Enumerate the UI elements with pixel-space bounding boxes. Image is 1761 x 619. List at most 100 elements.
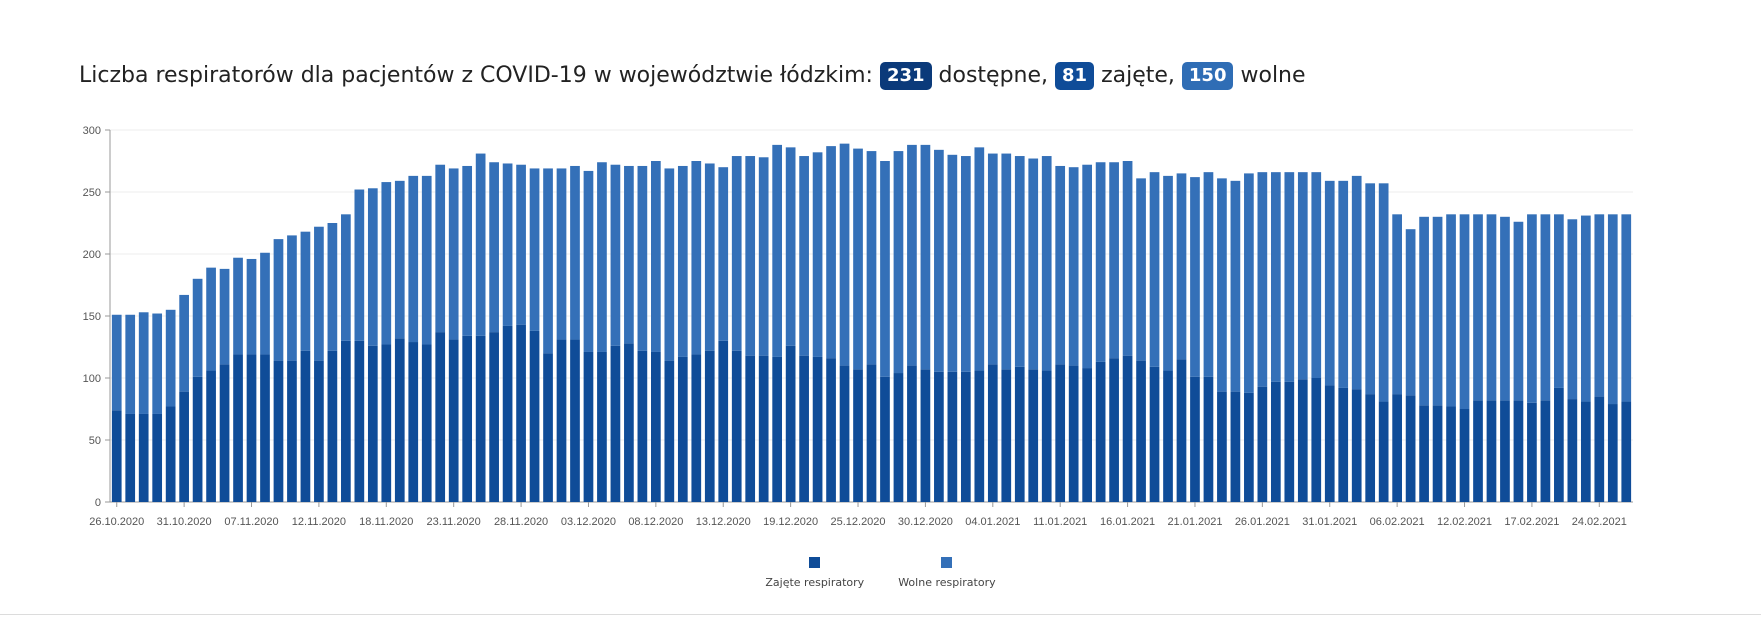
- bar-free: [1486, 214, 1497, 401]
- x-tick-label: 04.01.2021: [965, 516, 1020, 528]
- bar-busy: [381, 344, 392, 502]
- bar-free: [1095, 162, 1106, 362]
- bar-free: [1109, 162, 1119, 359]
- bar-free: [772, 144, 783, 357]
- bar-free: [1257, 172, 1268, 387]
- bar-busy: [704, 350, 715, 502]
- bar-busy: [1311, 378, 1322, 502]
- bar-free: [502, 163, 513, 326]
- bar-busy: [273, 360, 284, 502]
- bar-free: [1351, 175, 1362, 390]
- y-tick-label: 250: [83, 187, 101, 199]
- bar-free: [1149, 172, 1160, 367]
- bar-free: [206, 267, 216, 371]
- bar-free: [435, 164, 446, 333]
- bar-free: [1244, 173, 1254, 393]
- bar-free: [839, 143, 850, 366]
- bar-free: [516, 164, 526, 325]
- x-tick-label: 08.12.2020: [628, 516, 683, 528]
- bar-free: [691, 161, 702, 355]
- bar-busy: [287, 360, 297, 502]
- bar-free: [1432, 216, 1443, 406]
- bar-busy: [556, 339, 567, 502]
- bar-free: [1419, 216, 1429, 406]
- bar-busy: [1028, 369, 1039, 502]
- bar-free: [489, 162, 499, 333]
- bar-free: [408, 175, 419, 343]
- bar-free: [1621, 214, 1632, 402]
- chart-legend: Zajęte respiratory Wolne respiratory: [0, 557, 1761, 589]
- bar-free: [367, 188, 378, 346]
- bar-busy: [934, 371, 944, 502]
- bar-busy: [125, 413, 136, 502]
- bar-busy: [772, 356, 783, 502]
- bar-free: [960, 156, 971, 372]
- bar-busy: [1055, 364, 1066, 502]
- bar-busy: [516, 324, 526, 502]
- bar-free: [1190, 177, 1200, 377]
- legend-label-free: Wolne respiratory: [898, 576, 996, 589]
- bar-busy: [1594, 396, 1605, 502]
- bar-free: [273, 239, 284, 361]
- legend-swatch-free: [941, 557, 953, 568]
- bar-busy: [691, 354, 702, 502]
- bar-free: [287, 235, 297, 361]
- bar-free: [880, 161, 890, 377]
- bar-busy: [448, 339, 459, 502]
- bar-busy: [758, 355, 769, 502]
- bar-busy: [1163, 370, 1173, 502]
- y-tick-label: 300: [83, 125, 101, 137]
- bar-free: [165, 309, 176, 407]
- bar-busy: [1297, 379, 1308, 502]
- x-tick-label: 12.11.2020: [292, 516, 346, 528]
- bar-busy: [1001, 369, 1012, 502]
- bar-busy: [1338, 387, 1349, 502]
- x-tick-label: 17.02.2021: [1504, 516, 1559, 528]
- bar-free: [785, 147, 796, 346]
- bar-busy: [1365, 394, 1376, 502]
- bar-busy: [812, 356, 823, 502]
- bar-free: [341, 214, 351, 341]
- bar-free: [974, 147, 985, 371]
- bar-free: [758, 157, 769, 356]
- bar-busy: [260, 354, 270, 502]
- bar-busy: [597, 351, 607, 502]
- bar-free: [1068, 167, 1079, 366]
- bar-busy: [408, 342, 419, 502]
- x-tick-label: 03.12.2020: [561, 516, 616, 528]
- bar-busy: [1527, 402, 1537, 502]
- bar-free: [394, 180, 405, 339]
- bar-free: [1122, 161, 1133, 356]
- bar-free: [246, 258, 257, 355]
- bar-busy: [1244, 392, 1254, 502]
- x-tick-label: 25.12.2020: [830, 516, 885, 528]
- bar-free: [651, 161, 661, 352]
- bar-busy: [233, 354, 243, 502]
- bar-busy: [583, 351, 594, 502]
- bar-busy: [1540, 400, 1551, 502]
- y-tick-label: 50: [89, 435, 101, 447]
- bar-free: [1513, 221, 1524, 401]
- x-tick-label: 16.01.2021: [1100, 516, 1155, 528]
- bar-busy: [1190, 376, 1200, 502]
- bar-busy: [1230, 391, 1241, 502]
- bar-busy: [947, 371, 958, 502]
- bar-busy: [502, 325, 513, 502]
- bar-busy: [1500, 400, 1510, 502]
- bar-busy: [1392, 394, 1402, 502]
- bar-busy: [1149, 366, 1160, 502]
- bar-free: [1580, 215, 1591, 402]
- legend-item-busy[interactable]: Zajęte respiratory: [765, 557, 864, 589]
- bar-free: [1567, 219, 1578, 400]
- bar-free: [866, 151, 877, 365]
- bar-free: [947, 154, 958, 372]
- legend-swatch-busy: [809, 557, 821, 568]
- bar-busy: [1486, 400, 1497, 502]
- bar-busy: [529, 330, 540, 502]
- x-tick-label: 21.01.2021: [1167, 516, 1222, 528]
- bar-free: [570, 165, 580, 340]
- bar-busy: [1607, 404, 1618, 502]
- bar-free: [1297, 172, 1308, 380]
- legend-item-free[interactable]: Wolne respiratory: [898, 557, 996, 589]
- x-tick-label: 11.01.2021: [1033, 516, 1087, 528]
